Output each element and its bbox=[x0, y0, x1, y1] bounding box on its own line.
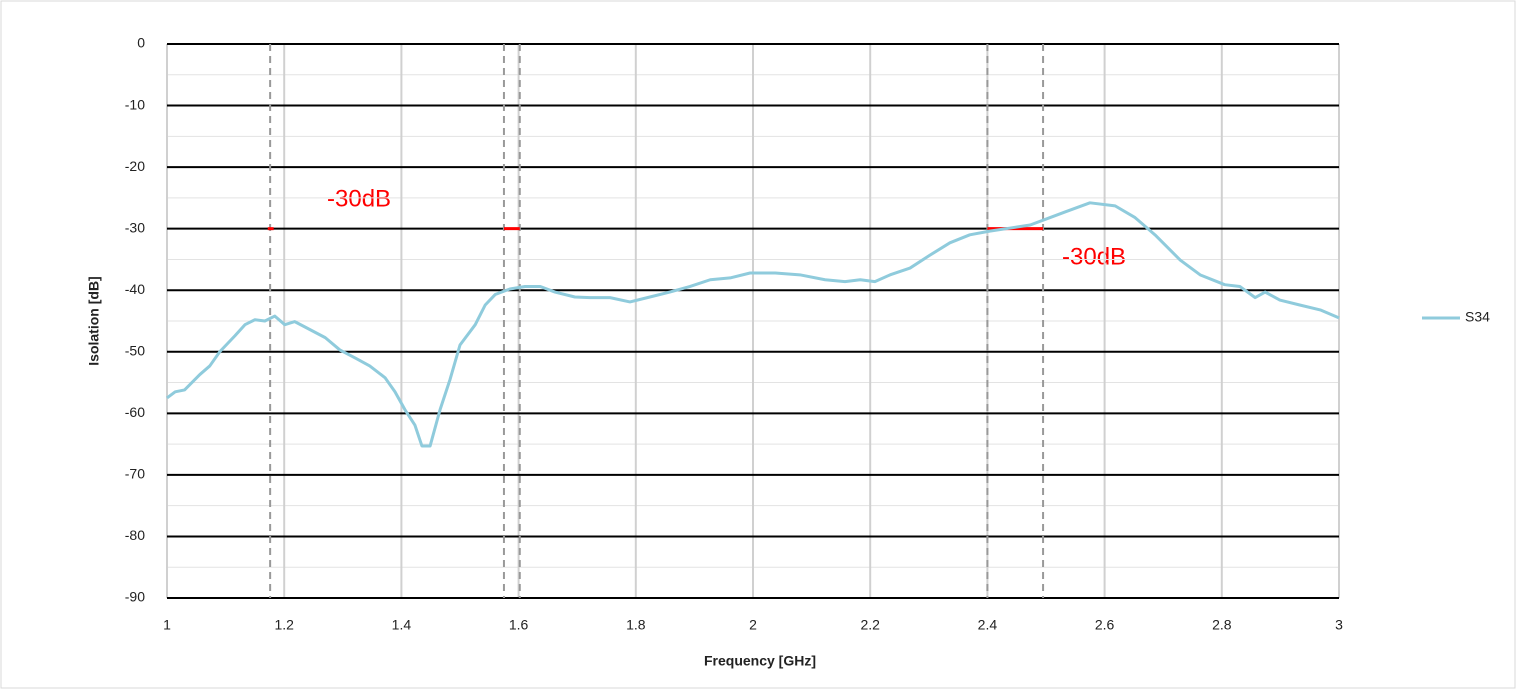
x-tick-label: 1 bbox=[163, 617, 171, 633]
x-axis-label: Frequency [GHz] bbox=[704, 653, 816, 669]
y-tick-label: -60 bbox=[125, 404, 145, 420]
y-tick-label: -70 bbox=[125, 466, 145, 482]
y-tick-label: 0 bbox=[137, 35, 145, 51]
annotation: -30dB bbox=[1062, 243, 1126, 270]
x-tick-label: 2.4 bbox=[978, 617, 998, 633]
x-tick-label: 2.2 bbox=[860, 617, 880, 633]
y-tick-label: -10 bbox=[125, 96, 145, 112]
series-line bbox=[166, 201, 1340, 448]
x-tick-label: 1.2 bbox=[274, 617, 294, 633]
y-axis-label: Isolation [dB] bbox=[86, 276, 102, 365]
annotation: -30dB bbox=[327, 185, 391, 212]
x-tick-label: 3 bbox=[1335, 617, 1343, 633]
x-tick-label: 2.6 bbox=[1095, 617, 1115, 633]
y-tick-label: -40 bbox=[125, 281, 145, 297]
y-tick-label: -90 bbox=[125, 589, 145, 605]
y-tick-label: -30 bbox=[125, 219, 145, 235]
x-tick-label: 2 bbox=[749, 617, 757, 633]
x-tick-label: 1.4 bbox=[392, 617, 412, 633]
x-tick-label: 1.6 bbox=[509, 617, 529, 633]
y-tick-label: -20 bbox=[125, 158, 145, 174]
x-tick-label: 2.8 bbox=[1212, 617, 1232, 633]
y-tick-label: -80 bbox=[125, 527, 145, 543]
y-tick-label: -50 bbox=[125, 342, 145, 358]
legend-label: S34 bbox=[1465, 309, 1490, 325]
x-tick-label: 1.8 bbox=[626, 617, 646, 633]
